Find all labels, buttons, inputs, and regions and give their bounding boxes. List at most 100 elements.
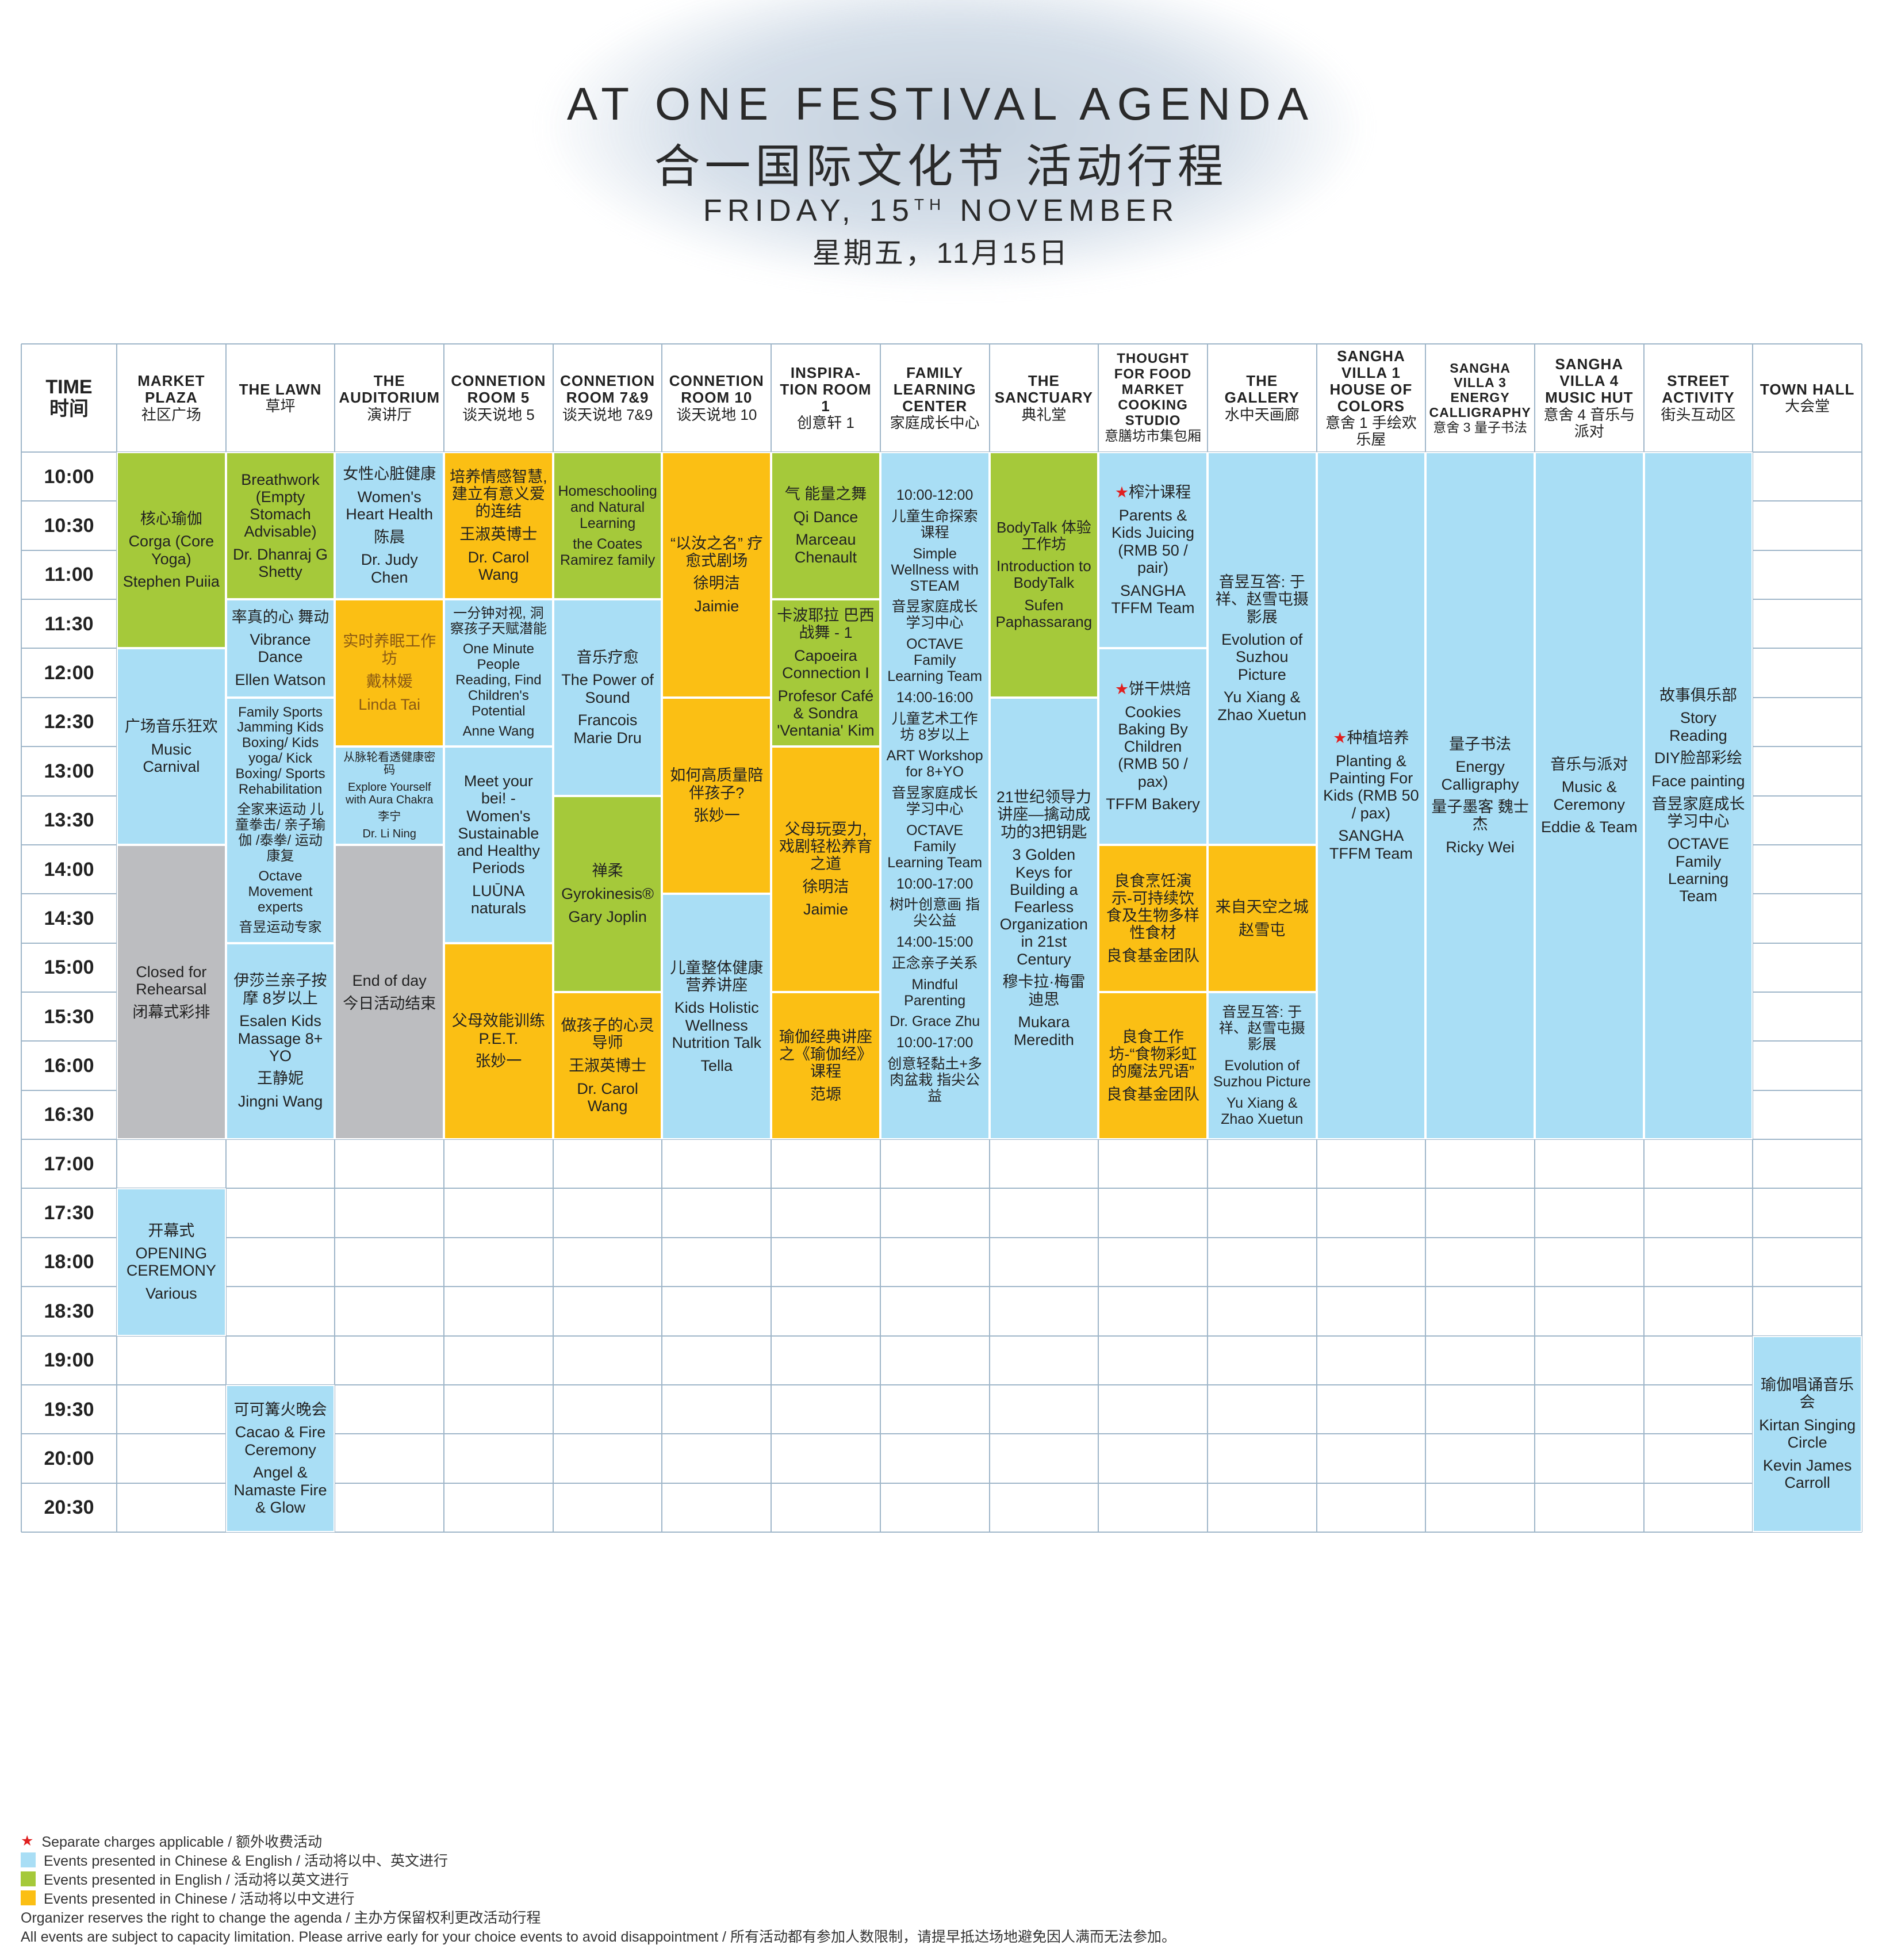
event: 实时养眠工作坊 戴林媛 Linda Tai: [335, 599, 444, 747]
time-text: 19:30: [44, 1398, 94, 1421]
column-name-cn: 谈天说地 10: [676, 405, 757, 423]
star-icon: ★: [1114, 680, 1129, 698]
column-header: SANGHA VILLA 3 ENERGY CALLIGRAPHY 意舍 3 量子…: [1425, 344, 1535, 452]
event-text: Kirtan Singing Circle: [1759, 1417, 1856, 1452]
event-text: Dr. Grace Zhu: [890, 1013, 980, 1030]
time-label: 10:00: [21, 452, 117, 501]
event-text: Vibrance Dance: [250, 631, 311, 666]
event-text: Yu Xiang & Zhao Xuetun: [1217, 688, 1307, 723]
time-label: 14:00: [21, 845, 117, 894]
event: 父母效能训练 P.E.T. 张妙一: [444, 943, 553, 1140]
time-label: 10:30: [21, 501, 117, 550]
column-name: CONNETION ROOM 7&9: [560, 372, 656, 407]
event-text: 从脉轮看透健康密码: [343, 751, 436, 777]
column-name-cn: 创意轩 1: [797, 414, 854, 432]
column-header: INSPIRA-TION ROOM 1 创意轩 1: [771, 344, 880, 452]
column-name: FAMILY LEARNING CENTER: [893, 363, 976, 415]
event-text: Dr. Carol Wang: [467, 548, 530, 583]
time-label: 19:30: [21, 1385, 117, 1434]
event-text: 良食基金团队: [1106, 947, 1200, 965]
event-text: 做孩子的心灵导师: [561, 1017, 654, 1052]
event: Meet your bei! - Women's Sustainable and…: [444, 747, 553, 943]
time-text: 17:30: [44, 1202, 94, 1224]
event-text: 禅柔: [592, 862, 623, 880]
event-text: 伊莎兰亲子按摩 8岁以上: [233, 972, 327, 1007]
time-text: 15:00: [44, 956, 94, 979]
event-text: 14:00-16:00: [896, 689, 973, 706]
legend-row: Events presented in English / 活动将以英文进行: [21, 1869, 349, 1889]
event-text: Energy Calligraphy: [1441, 758, 1519, 793]
event-text: 音昱家庭成长学习中心: [891, 599, 978, 631]
event-text: Mindful Parenting: [904, 976, 966, 1009]
legend-text: Events presented in Chinese & English / …: [44, 1853, 449, 1869]
column-header: SANGHA VILLA 4 MUSIC HUT 意舍 4 音乐与派对: [1535, 344, 1644, 452]
legend-note: Organizer reserves the right to change t…: [21, 1910, 541, 1926]
event-text: 实时养眠工作坊: [343, 633, 436, 668]
event: 如何高质量陪伴孩子? 张妙一: [662, 697, 772, 894]
column-header: TOWN HALL 大会堂: [1753, 344, 1862, 452]
event-text: 21世纪领导力讲座—擒动成功的3把钥匙: [996, 788, 1091, 841]
event-text: 瑜伽经典讲座之《瑜伽经》课程: [779, 1028, 872, 1081]
time-label: 17:30: [21, 1188, 117, 1237]
time-text: 18:30: [44, 1300, 94, 1322]
column-name-cn: 社区广场: [141, 405, 201, 423]
event-text: 徐明洁: [693, 575, 740, 592]
column-name-cn: 演讲厅: [367, 405, 412, 423]
event-text: 树叶创意画 指尖公益: [890, 897, 980, 929]
event: 瑜伽唱诵音乐会 Kirtan Singing Circle Kevin James …: [1753, 1335, 1862, 1532]
event-text: Corga (Core Yoga): [128, 533, 214, 568]
row-line: [21, 1188, 1862, 1189]
event-text: 儿童生命探索课程: [891, 508, 978, 541]
event-text: Family Sports Jamming Kids Boxing/ Kids …: [235, 704, 325, 797]
event-text: TFFM Bakery: [1106, 795, 1200, 813]
time-label: 11:30: [21, 599, 117, 648]
event: 音乐疗愈 The Power of Sound Francois Marie Dru: [553, 599, 662, 796]
column-header: THE SANCTUARY 典礼堂: [990, 344, 1099, 452]
event-text: One Minute People Reading, Find Children…: [455, 641, 542, 719]
event-text: 儿童艺术工作坊 8岁以上: [891, 710, 978, 743]
event-text: Face painting: [1651, 772, 1745, 790]
event-text: ★种植培养: [1333, 729, 1409, 747]
event: ★种植培养 Planting & Painting For Kids (RMB 5…: [1316, 452, 1426, 1140]
event-text: 一分钟对视, 洞察孩子天赋潜能: [450, 606, 547, 637]
column-header: CONNETION ROOM 10 谈天说地 10: [662, 344, 771, 452]
time-label: 18:30: [21, 1287, 117, 1335]
event-text: 可可篝火晚会: [233, 1400, 327, 1418]
time-label: 15:00: [21, 943, 117, 992]
date-sup: TH: [914, 196, 946, 213]
event-text: 闭幕式彩排: [132, 1003, 210, 1021]
event-text: 全家来运动 儿童拳击/ 亲子瑜伽 /泰拳/ 运动康复: [235, 802, 326, 864]
event: 量子书法 Energy Calligraphy 量子墨客 魏士杰 Ricky Wei: [1425, 452, 1535, 1140]
time-label: 12:00: [21, 648, 117, 697]
time-label: 16:30: [21, 1090, 117, 1139]
row-line: [21, 1532, 1862, 1533]
event-text: Explore Yourself with Aura Chakra: [346, 780, 434, 807]
event-text: 14:00-15:00: [896, 934, 973, 951]
event-text: 良食工作坊-“食物彩虹的魔法咒语”: [1109, 1028, 1197, 1081]
time-label: 20:30: [21, 1483, 117, 1532]
time-label: 20:00: [21, 1434, 117, 1483]
column-name-cn: 谈天说地 7&9: [562, 405, 653, 423]
event: 父母玩耍力, 戏剧轻松养育之道 徐明洁 Jaimie: [771, 747, 880, 992]
time-text: 11:00: [44, 564, 94, 586]
column-name-cn: 家庭成长中心: [890, 414, 980, 432]
column-header: STREET ACTIVITY 街头互动区: [1644, 344, 1753, 452]
row-line: [21, 1237, 1862, 1238]
title-cn: 合一国际文化节 活动行程: [654, 141, 1228, 192]
row-line: [21, 1335, 1862, 1337]
column-header: FAMILY LEARNING CENTER 家庭成长中心: [880, 344, 990, 452]
event-text: 女性心脏健康: [343, 465, 436, 483]
row-line: [21, 1482, 1862, 1484]
event-text: 培养情感智慧, 建立有意义爱的连结: [450, 468, 547, 520]
date-cn: 星期五，11月15日: [812, 237, 1070, 269]
time-label: 12:30: [21, 698, 117, 747]
event-text: Ricky Wei: [1446, 839, 1515, 856]
event-text: Music Carnival: [143, 740, 200, 776]
event-text: 李宁: [378, 810, 401, 824]
event-text: Jingni Wang: [237, 1093, 323, 1111]
time-text: 12:30: [44, 711, 94, 733]
event-text: Anne Wang: [462, 723, 535, 740]
column-name: TOWN HALL: [1760, 380, 1855, 398]
legend-swatch: [21, 1852, 36, 1867]
